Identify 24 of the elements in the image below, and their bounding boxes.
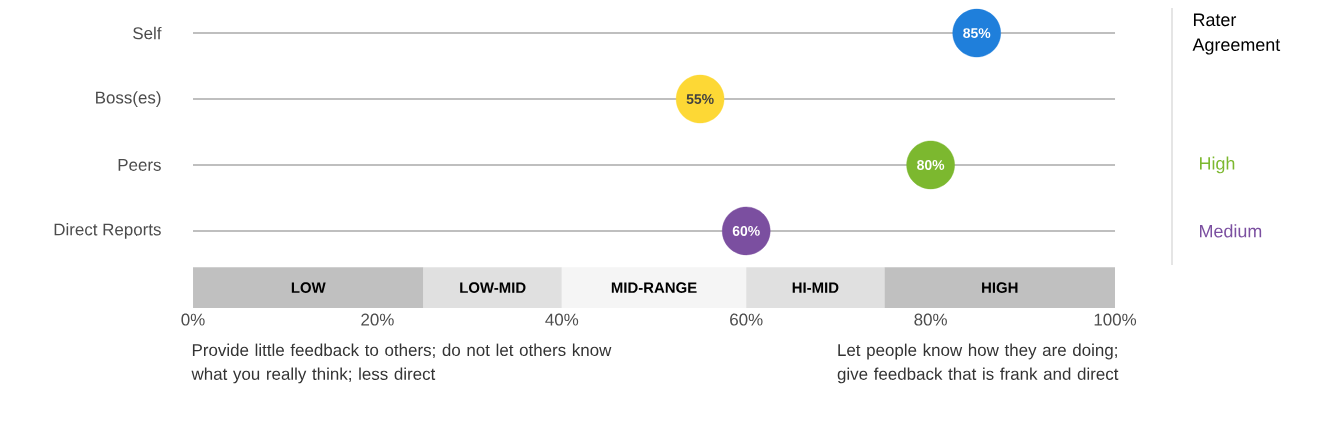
band-label: LOW xyxy=(291,282,326,293)
x-tick-label: 60% xyxy=(730,313,763,326)
y-tick-label: Boss(es) xyxy=(96,91,161,107)
band-label: LOW-MID xyxy=(460,282,526,293)
text: Provide little feedback to others; do not let others know what you really think; less direct xyxy=(191,343,612,384)
x-tick-label: 40% xyxy=(545,313,579,326)
y-tick-label: Self xyxy=(133,26,162,40)
y-tick-label: Peers xyxy=(118,159,161,171)
text: Medium xyxy=(1200,224,1262,238)
data-label: 55% xyxy=(686,94,714,104)
text: High xyxy=(1200,156,1235,174)
x-tick-label: 100% xyxy=(1094,313,1137,326)
band-label: HI-MID xyxy=(792,282,839,293)
band-label: MID-RANGE xyxy=(611,282,697,293)
data-label: 85% xyxy=(963,28,991,38)
text: Let people know how they are doing; give feedback that is frank and direct xyxy=(837,343,1119,384)
x-tick-label: 80% xyxy=(914,313,947,326)
x-tick-label: 0% xyxy=(181,313,205,326)
text: Rater Agreement xyxy=(1192,13,1281,55)
x-tick-label: 20% xyxy=(361,313,394,326)
y-tick-label: Direct Reports xyxy=(54,223,161,239)
data-label: 60% xyxy=(732,225,760,236)
data-label: 80% xyxy=(917,159,945,170)
band-label: HIGH xyxy=(982,282,1018,293)
